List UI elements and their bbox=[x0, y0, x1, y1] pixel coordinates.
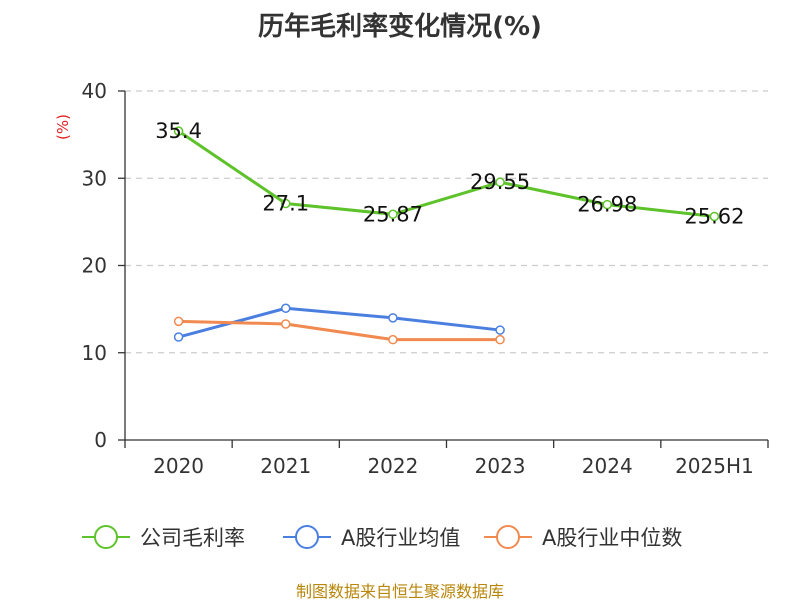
series-line-0 bbox=[177, 129, 715, 218]
y-tick-label: 20 bbox=[82, 254, 107, 278]
data-point-0 bbox=[173, 126, 184, 136]
y-tick-label: 10 bbox=[82, 341, 107, 365]
x-tick-label: 2025H1 bbox=[675, 454, 754, 478]
data-point-2 bbox=[388, 334, 398, 345]
data-point-0 bbox=[602, 199, 612, 210]
x-tick-label: 2022 bbox=[367, 454, 418, 478]
data-point-0 bbox=[709, 211, 720, 222]
data-label: 35.4 bbox=[155, 119, 202, 143]
x-tick-label: 2021 bbox=[260, 454, 311, 478]
data-point-2 bbox=[495, 334, 505, 345]
y-tick-label: 30 bbox=[82, 166, 107, 190]
legend-label: 公司毛利率 bbox=[140, 526, 245, 550]
legend-marker-circle bbox=[496, 525, 520, 549]
y-tick-label: 0 bbox=[94, 428, 107, 452]
x-tick-label: 2023 bbox=[475, 454, 526, 478]
data-label: 27.1 bbox=[262, 192, 309, 216]
series-line-2 bbox=[178, 319, 501, 342]
data-label: 25.62 bbox=[684, 204, 744, 228]
data-source-note: 制图数据来自恒生聚源数据库 bbox=[295, 582, 504, 601]
data-point-2 bbox=[173, 316, 184, 327]
data-point-0 bbox=[281, 198, 291, 209]
x-tick-label: 2020 bbox=[153, 454, 204, 478]
legend-marker-circle bbox=[94, 525, 118, 549]
y-tick-label: 40 bbox=[82, 79, 107, 103]
legend-label: A股行业中位数 bbox=[542, 526, 682, 550]
y-axis-unit-label: (%) bbox=[54, 114, 72, 140]
data-label: 25.87 bbox=[363, 202, 423, 226]
data-point-0 bbox=[495, 177, 505, 187]
x-tick-label: 2024 bbox=[582, 454, 633, 478]
data-point-1 bbox=[281, 303, 291, 314]
chart-title: 历年毛利率变化情况(%) bbox=[258, 12, 542, 42]
data-point-0 bbox=[388, 209, 398, 220]
data-label: 26.98 bbox=[577, 193, 637, 217]
data-point-2 bbox=[281, 319, 291, 329]
legend-label: A股行业均值 bbox=[341, 526, 460, 550]
data-point-1 bbox=[495, 325, 505, 335]
data-point-1 bbox=[173, 332, 184, 342]
legend-marker-circle bbox=[295, 525, 319, 549]
data-label: 29.55 bbox=[470, 170, 530, 194]
data-point-1 bbox=[388, 313, 398, 323]
